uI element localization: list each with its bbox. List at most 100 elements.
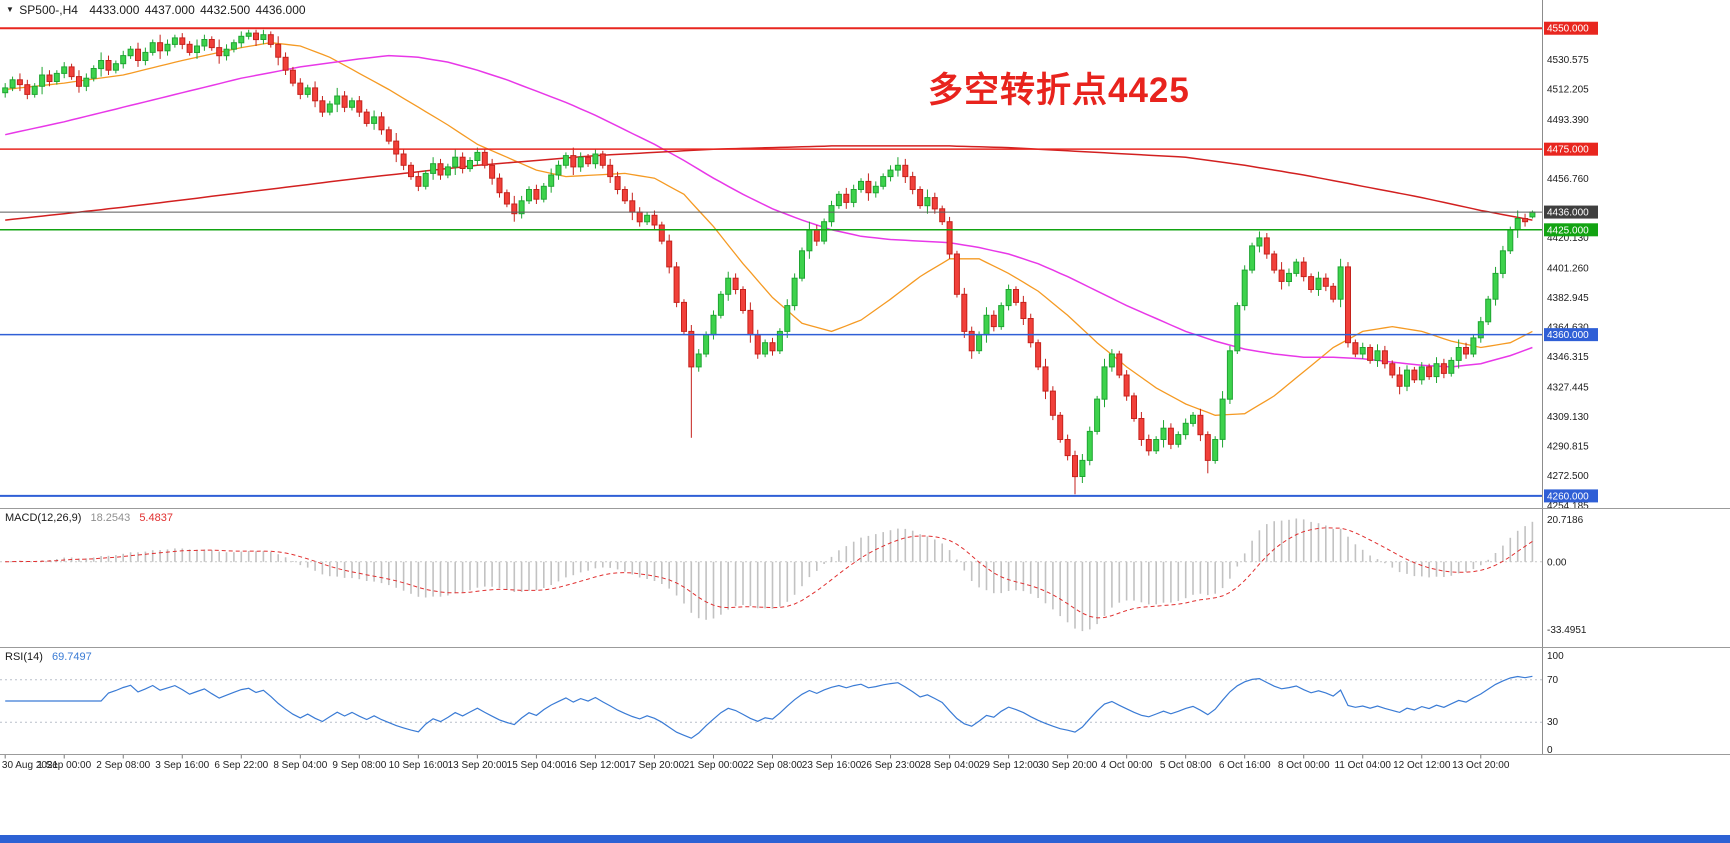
candle-up (644, 214, 651, 223)
candle-down (607, 164, 614, 178)
price-tick-label: 4401.260 (1547, 264, 1589, 275)
candle-down (415, 176, 422, 187)
time-label: 23 Sep 16:00 (802, 760, 862, 771)
candle-down (253, 32, 259, 41)
macd-signal-line (5, 527, 1533, 619)
candle-up (784, 305, 791, 332)
moving-averages-layer (5, 42, 1533, 416)
time-label: 4 Oct 00:00 (1101, 760, 1153, 771)
candle-down (1300, 261, 1307, 278)
candle-up (776, 330, 783, 352)
macd-panel: 20.7186 0.00 -33.4951 (0, 515, 1587, 636)
candle-down (1042, 366, 1049, 392)
candle-up (39, 74, 46, 87)
time-label: 13 Sep 20:00 (448, 760, 508, 771)
price-badge-4260.000: 4260.000 (1544, 489, 1598, 503)
candle-up (245, 32, 252, 37)
candle-up (1499, 250, 1506, 274)
candle-up (349, 100, 355, 108)
time-label: 8 Sep 04:00 (273, 760, 327, 771)
candle-up (444, 166, 451, 176)
time-label: 3 Sep 16:00 (155, 760, 209, 771)
candle-down (1330, 285, 1337, 300)
candle-down (1463, 347, 1469, 355)
candle-down (740, 289, 746, 311)
price-tick-label: 4272.500 (1547, 471, 1589, 482)
svg-text:4436.000: 4436.000 (1547, 208, 1589, 219)
candle-up (467, 160, 473, 170)
candle-down (673, 266, 680, 303)
candle-down (1352, 342, 1359, 355)
ma-mid-magenta-line (5, 54, 1533, 368)
candle-down (208, 39, 215, 49)
candle-down (1411, 369, 1418, 381)
rsi-axis-label: 0 (1547, 745, 1553, 756)
time-label: 30 Aug 2021 (2, 760, 59, 771)
candle-up (1492, 272, 1499, 300)
candle-down (378, 116, 385, 131)
candle-down (1278, 269, 1285, 282)
macd-name: MACD(12,26,9) (5, 512, 82, 524)
candle-up (1455, 347, 1462, 361)
candle-up (983, 314, 990, 336)
candle-up (540, 185, 547, 200)
candle-down (1204, 434, 1211, 461)
candle-down (319, 100, 326, 113)
candle-up (9, 79, 16, 89)
price-axis: 4530.575 4512.205 4493.390 4456.760 4420.130… (1542, 0, 1598, 755)
candle-up (1477, 321, 1484, 339)
macd-axis-label: 0.00 (1547, 557, 1567, 568)
annotation-text: 多空转折点4425 (928, 71, 1190, 110)
candle-up (1359, 347, 1366, 355)
candle-down (1197, 414, 1204, 436)
candles-layer (2, 29, 1536, 495)
time-label: 9 Sep 08:00 (332, 760, 386, 771)
rsi-name: RSI(14) (5, 651, 43, 663)
candle-up (894, 164, 901, 171)
candle-down (1064, 439, 1071, 457)
candle-down (636, 211, 643, 223)
candle-down (1123, 374, 1130, 397)
candle-up (998, 305, 1005, 328)
candle-down (267, 34, 274, 45)
rsi-axis-label: 30 (1547, 717, 1559, 728)
candle-up (201, 39, 208, 47)
ohlc-close-value: 4436.000 (255, 3, 306, 17)
candle-up (61, 66, 68, 74)
candle-up (1448, 359, 1455, 374)
price-badge-4550.000: 4550.000 (1544, 21, 1598, 35)
candle-down (1263, 237, 1270, 255)
taskbar[interactable] (0, 835, 1730, 843)
price-tick-label: 4530.575 (1547, 55, 1589, 66)
candle-down (24, 84, 31, 95)
symbol-period-label: SP500-,H4 (19, 3, 78, 17)
candle-down (629, 200, 636, 213)
candle-down (481, 151, 488, 166)
main-chart-layer[interactable] (0, 27, 1542, 497)
price-badge-4425.000: 4425.000 (1544, 223, 1598, 237)
candle-down (408, 164, 414, 178)
time-label: 5 Oct 08:00 (1160, 760, 1212, 771)
horizontal-levels-layer (0, 27, 1542, 497)
candle-down (1035, 342, 1042, 368)
candle-up (90, 68, 97, 79)
candle-down (990, 314, 997, 328)
candle-down (1138, 418, 1145, 440)
price-badge-4475.000: 4475.000 (1544, 142, 1598, 156)
macd-indicator-label: MACD(12,26,9) 18.2543 5.4837 (5, 512, 179, 524)
candle-up (976, 334, 983, 352)
price-tick-label: 4493.390 (1547, 115, 1589, 126)
candle-down (931, 197, 938, 210)
candle-down (1440, 363, 1447, 374)
candle-down (599, 153, 606, 166)
candle-down (658, 224, 665, 242)
candle-down (968, 330, 975, 352)
candle-down (356, 100, 363, 113)
candle-down (939, 208, 946, 223)
candle-down (1167, 427, 1174, 445)
candle-down (681, 301, 687, 332)
candle-up (518, 200, 525, 215)
